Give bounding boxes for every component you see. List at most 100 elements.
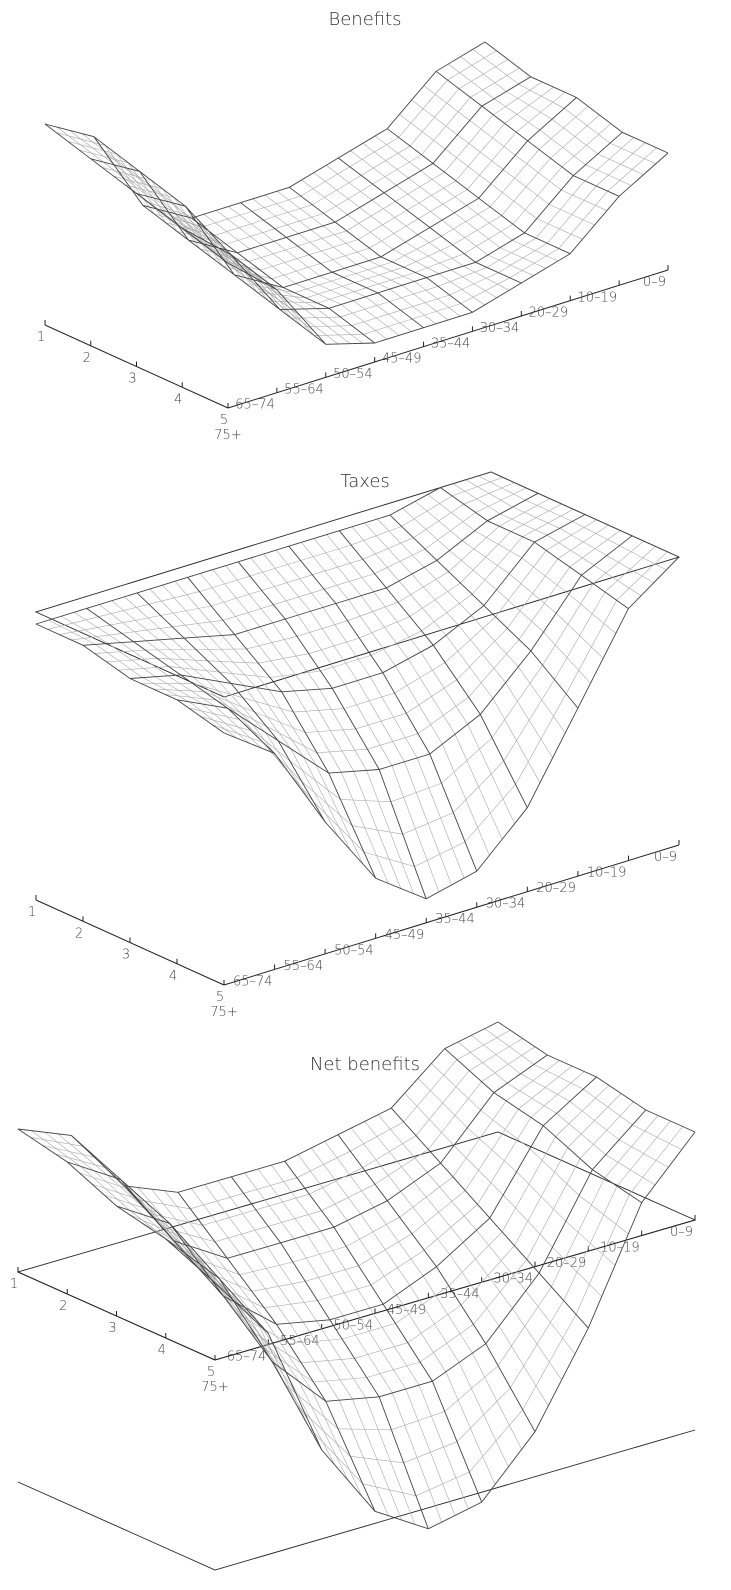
hatch — [402, 507, 591, 684]
hatch — [102, 81, 543, 262]
hatch — [190, 1120, 671, 1464]
hatch — [124, 596, 313, 805]
age-label: 20–29 — [529, 306, 569, 321]
surface-line — [227, 152, 669, 345]
hatch — [30, 1030, 511, 1210]
surface-line — [288, 545, 478, 872]
age-label: 10–19 — [600, 1241, 640, 1256]
quintile-label: 3 — [108, 1321, 116, 1336]
hatch — [140, 1093, 622, 1364]
age-label: 35–44 — [431, 336, 471, 351]
surface-line — [90, 76, 532, 254]
age-label: 45–49 — [382, 352, 422, 367]
surface-line — [214, 1131, 696, 1530]
hatch — [188, 540, 644, 803]
age-label: 20–29 — [547, 1256, 587, 1271]
hatch — [79, 1060, 560, 1276]
age-label: 20–29 — [536, 881, 576, 896]
hatch — [351, 526, 541, 783]
surface-line — [240, 202, 424, 329]
hatch — [179, 214, 363, 344]
hatch — [202, 1126, 683, 1497]
surface-line — [82, 492, 539, 646]
quintile-label: 1 — [28, 905, 36, 920]
hatch — [128, 1085, 610, 1344]
surface-line — [86, 608, 275, 754]
hatch — [47, 477, 503, 630]
surface-line — [435, 70, 620, 197]
age-label: 10–19 — [578, 290, 618, 305]
age-label: 35–44 — [435, 912, 475, 927]
hatch — [153, 524, 609, 733]
surface-line — [17, 1021, 499, 1193]
age-label: 30–34 — [480, 321, 520, 336]
surface-line — [284, 1160, 483, 1503]
age-label: 0–9 — [670, 1225, 693, 1240]
hatch — [164, 1190, 362, 1497]
surface-line — [389, 514, 579, 709]
age-label: 30–34 — [486, 897, 526, 912]
hatch — [165, 530, 621, 754]
hatch — [364, 1121, 562, 1381]
quintile-label: 4 — [174, 392, 182, 407]
quintile-label: 5 — [216, 990, 224, 1005]
age-label: 50–54 — [333, 367, 373, 382]
age-label: 65–74 — [233, 974, 273, 989]
hatch — [423, 85, 608, 211]
hatch — [250, 557, 440, 893]
age-label: 35–44 — [440, 1287, 480, 1302]
hatch — [71, 487, 527, 641]
age-label: 30–34 — [493, 1272, 533, 1287]
hatch — [141, 519, 597, 713]
hatch — [374, 135, 559, 262]
hatch — [147, 105, 589, 294]
chart-title: Taxes — [340, 471, 390, 492]
hatch — [104, 1071, 585, 1309]
age-label: 55–64 — [284, 959, 324, 974]
hatch — [67, 59, 509, 236]
hatch — [264, 194, 449, 321]
hatch — [59, 482, 515, 635]
surface-line — [191, 217, 375, 344]
hatch — [42, 1038, 523, 1226]
age-axis — [223, 844, 680, 986]
hatch — [212, 569, 402, 889]
quintile-label: 2 — [59, 1299, 67, 1314]
hatch — [203, 213, 388, 340]
hatch — [215, 210, 400, 336]
hatch — [212, 551, 668, 867]
quintile-label: 2 — [83, 351, 91, 366]
surface-line — [176, 535, 633, 774]
quintile-label: 5 — [220, 413, 228, 428]
age-label: 75+ — [214, 428, 241, 443]
hatch — [79, 67, 520, 245]
surface-line — [223, 556, 680, 900]
age-label: 10–19 — [587, 866, 627, 881]
surface-line — [136, 97, 577, 288]
hatch — [56, 50, 497, 228]
surface-line — [136, 592, 326, 823]
quintile-label: 5 — [207, 1365, 215, 1380]
hatch — [350, 150, 534, 276]
hatch — [478, 475, 667, 571]
quintile-label: 3 — [122, 948, 130, 963]
hatch — [351, 1127, 549, 1406]
age-label: 45–49 — [385, 928, 425, 943]
quintile-label: 2 — [75, 926, 83, 941]
surface-line — [44, 41, 486, 219]
hatch — [159, 114, 600, 299]
surface-line — [182, 131, 623, 311]
hatch — [399, 114, 583, 240]
age-label: 75+ — [210, 1005, 237, 1020]
surface-line — [386, 128, 571, 255]
chart-title: Net benefits — [310, 1054, 420, 1075]
quintile-label: 1 — [10, 1277, 18, 1292]
zero-plane — [16, 1131, 697, 1361]
surface-line — [129, 514, 586, 693]
age-label: 0–9 — [643, 275, 666, 290]
chart-title: Benefits — [328, 9, 401, 30]
age-label: 50–54 — [334, 943, 374, 958]
hatch — [91, 1065, 573, 1292]
age-axis — [227, 269, 669, 409]
